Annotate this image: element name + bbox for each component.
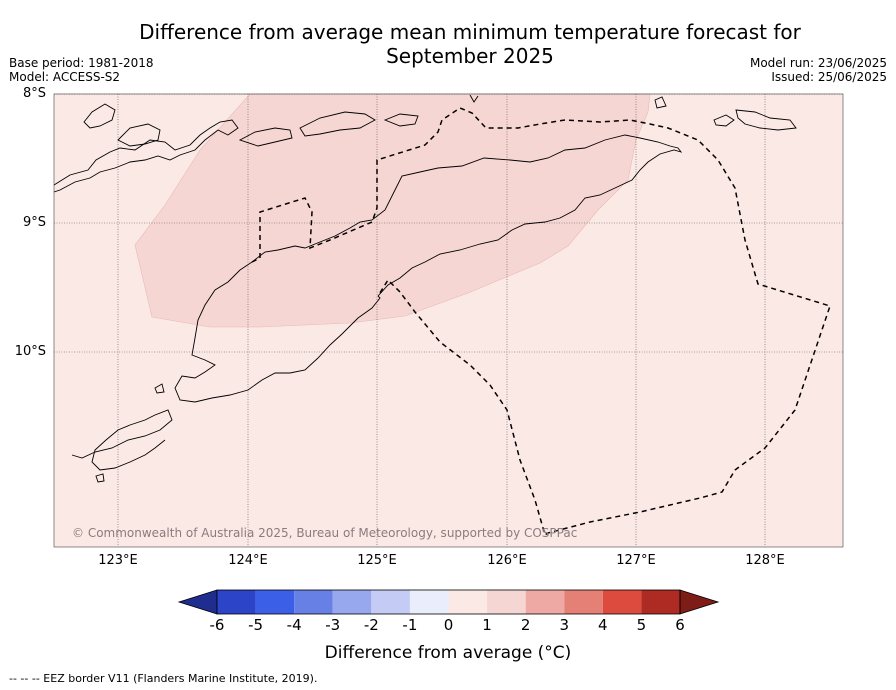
lon-label-124e: 124°E (228, 553, 268, 568)
coastline-islet-6 (654, 96, 667, 109)
colorbar-tick-label: -2 (363, 616, 379, 634)
coastline-islet-3 (238, 127, 293, 147)
colorbar-segment (564, 590, 603, 614)
meta-left: Base period: 1981-2018 Model: ACCESS-S2 (9, 56, 154, 84)
coastline-islet-11 (154, 383, 165, 394)
colorbar-tick-label: -6 (209, 616, 225, 634)
colorbar-segment (255, 590, 295, 614)
colorbar-frame (216, 589, 681, 615)
coastline-timor-south (174, 261, 381, 403)
coastlines (53, 94, 797, 483)
coastline-islet-8 (735, 109, 797, 131)
colorbar-segment (217, 590, 256, 614)
copyright-notice: © Commonwealth of Australia 2025, Bureau… (72, 526, 578, 540)
colorbar-segment (602, 590, 642, 614)
coastline-islet-7 (713, 114, 735, 127)
colorbar-tick-label: 3 (559, 616, 570, 634)
colorbar-extend-low (177, 589, 218, 615)
colorbar-tick-label: 5 (636, 616, 647, 634)
colorbar-segment (409, 590, 449, 614)
colorbar-segment (332, 590, 372, 614)
map-frame (53, 93, 844, 548)
colorbar-tick-label: 1 (482, 616, 492, 634)
title-line-2: September 2025 (386, 44, 554, 68)
coastline-islet-2 (117, 123, 161, 147)
colorbar-tick-label: 0 (443, 616, 454, 634)
model-run: Model run: 23/06/2025 (749, 56, 887, 70)
colorbar-segment (448, 590, 488, 614)
coastline-rote (71, 409, 173, 471)
colorbar-tick-label: -4 (286, 616, 302, 634)
colorbar-segment (525, 590, 565, 614)
colorbar-tick-label: 2 (520, 616, 531, 634)
lat-label-10s: 10°S (14, 344, 46, 359)
coastline-islet-9 (469, 94, 479, 103)
lat-label-8s: 8°S (22, 86, 46, 101)
colorbar-extend-high (679, 589, 720, 615)
colorbar (177, 589, 720, 615)
colorbar-tick-label: 4 (598, 616, 608, 634)
model-name: Model: ACCESS-S2 (9, 70, 121, 84)
colorbar-title: Difference from average (°C) (324, 643, 572, 663)
colorbar-segment (371, 590, 410, 614)
eez-border-west (251, 107, 831, 537)
title-line-1: Difference from average mean minimum tem… (139, 20, 801, 44)
coastline-timor-north (251, 134, 683, 297)
base-period: Base period: 1981-2018 (9, 56, 154, 70)
colorbar-tick-label: -1 (402, 616, 418, 634)
lon-label-125e: 125°E (357, 553, 397, 568)
colorbar-tick-label: -3 (325, 616, 341, 634)
lon-label-128e: 128°E (745, 553, 785, 568)
coastline-north-islands (53, 119, 239, 193)
eez-borders (251, 107, 831, 537)
colorbar-tick-label: 6 (675, 616, 685, 634)
lon-label-126e: 126°E (487, 553, 527, 568)
lon-label-123e: 123°E (98, 553, 138, 568)
meta-right: Model run: 23/06/2025 Issued: 25/06/2025 (750, 56, 887, 84)
chart-title: Difference from average mean minimum tem… (110, 20, 830, 68)
coastline-islet-4 (299, 111, 376, 137)
anomaly-region (134, 93, 651, 328)
eez-footnote: -- -- -- EEZ border V11 (Flanders Marine… (9, 672, 318, 685)
gridlines (54, 93, 843, 547)
colorbar-tick-label: -5 (248, 616, 264, 634)
issued-date: Issued: 25/06/2025 (771, 70, 887, 84)
coastline-islet-1 (83, 103, 116, 129)
lon-label-127e: 127°E (616, 553, 656, 568)
colorbar-segment (487, 590, 526, 614)
coastline-islet-10 (95, 473, 105, 483)
colorbar-segment (641, 590, 680, 614)
coastline-islet-5 (383, 113, 419, 127)
lat-label-9s: 9°S (22, 215, 46, 230)
colorbar-segment (294, 590, 333, 614)
